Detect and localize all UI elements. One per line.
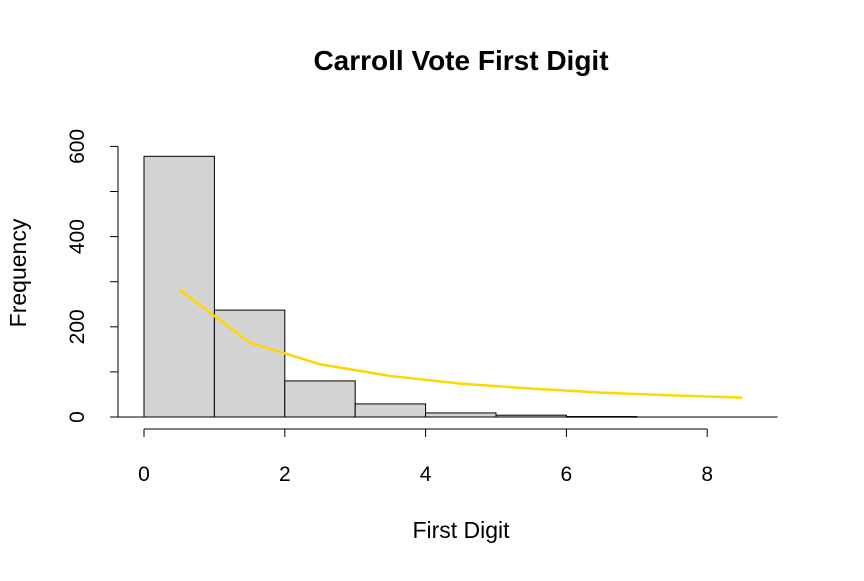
x-tick-label: 4 [420, 463, 432, 486]
x-tick-label: 2 [279, 463, 291, 486]
chart-title: Carroll Vote First Digit [313, 45, 608, 76]
overlay-line-group [178, 288, 743, 399]
y-tick-label: 200 [66, 309, 89, 344]
expected-line [178, 288, 743, 399]
histogram-bar [425, 412, 497, 418]
y-tick-label: 400 [66, 219, 89, 254]
y-axis: 0 200 400 600 [66, 129, 119, 423]
y-axis-label: Frequency [5, 218, 31, 327]
histogram-bar [354, 403, 427, 418]
histogram-bar [284, 380, 356, 418]
x-axis-label: First Digit [412, 517, 510, 543]
x-axis: 0 2 4 6 8 [138, 428, 713, 486]
y-tick-label: 0 [66, 411, 89, 423]
bars-group [118, 155, 778, 418]
histogram-bar [213, 309, 286, 418]
histogram-bar [143, 155, 215, 418]
y-tick-label: 600 [66, 129, 89, 164]
x-tick-label: 6 [561, 463, 573, 486]
x-tick-label: 8 [701, 463, 713, 486]
x-tick-label: 0 [138, 463, 150, 486]
